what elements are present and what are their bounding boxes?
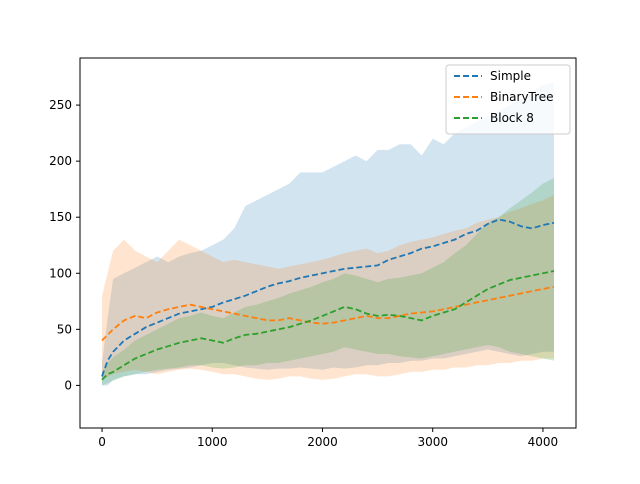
legend-label: Block 8 bbox=[490, 111, 534, 125]
x-tick-label: 3000 bbox=[417, 435, 448, 449]
legend-label: Simple bbox=[490, 69, 531, 83]
x-tick-label: 1000 bbox=[197, 435, 228, 449]
series-line-2 bbox=[101, 270, 555, 381]
series-band-2 bbox=[102, 178, 554, 386]
y-tick-label: 100 bbox=[49, 266, 72, 280]
x-tick-label: 4000 bbox=[528, 435, 559, 449]
legend-box bbox=[445, 64, 571, 135]
y-tick-label: 200 bbox=[49, 154, 72, 168]
x-tick-label: 2000 bbox=[307, 435, 338, 449]
plot-frame bbox=[79, 57, 577, 429]
x-axis: 0 1000 2000 3000 4000 bbox=[98, 428, 558, 449]
y-tick-label: 50 bbox=[57, 322, 72, 336]
y-tick-label: 0 bbox=[64, 378, 72, 392]
legend: Simple BinaryTree Block 8 bbox=[445, 64, 571, 135]
y-tick-label: 150 bbox=[49, 210, 72, 224]
x-tick-label: 0 bbox=[98, 435, 106, 449]
series-line-0 bbox=[101, 218, 555, 377]
legend-label: BinaryTree bbox=[490, 90, 554, 104]
series-line-1 bbox=[101, 285, 555, 342]
series-band-1 bbox=[102, 194, 554, 380]
series-lines bbox=[101, 218, 555, 381]
y-tick-label: 250 bbox=[49, 98, 72, 112]
y-axis: 0 50 100 150 200 250 bbox=[49, 98, 80, 392]
